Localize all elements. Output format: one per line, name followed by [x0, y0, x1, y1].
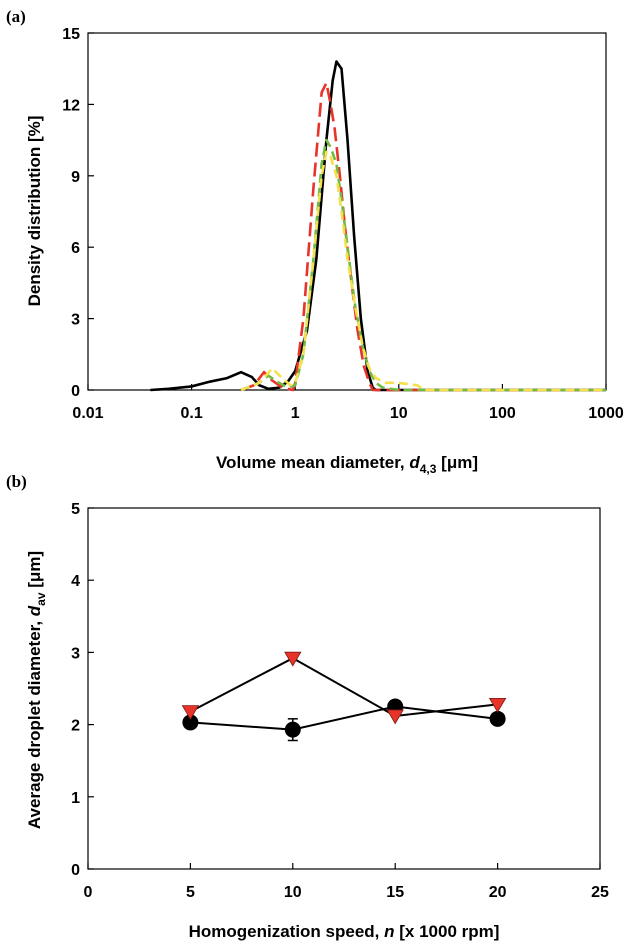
panel-a-series-lines — [150, 60, 606, 392]
y-tick-label: 4 — [71, 573, 80, 590]
panel-b-y-ticks: 0 1 2 3 4 5 — [71, 501, 94, 879]
series-line-1 — [150, 60, 606, 392]
panel-a-y-axis-title: Density distribution [%] — [25, 116, 44, 307]
series-line-2 — [240, 81, 606, 392]
series-line-3 — [240, 138, 606, 392]
panel-a-label: (a) — [6, 7, 26, 26]
panel-a-x-axis-title: Volume mean diameter, d4,3 [μm] — [216, 453, 478, 476]
y-tick-label: 9 — [71, 169, 80, 186]
y-tick-label: 6 — [71, 240, 80, 257]
series-connector-line-1 — [190, 705, 498, 731]
panel-b-series-markers — [181, 651, 507, 742]
data-point-circle — [489, 710, 506, 727]
data-point-triangle — [386, 709, 404, 725]
data-point-triangle — [181, 705, 200, 720]
y-tick-label: 12 — [62, 97, 80, 114]
y-tick-label: 5 — [71, 501, 80, 518]
y-tick-label: 0 — [71, 383, 80, 400]
y-tick-label: 3 — [71, 312, 80, 329]
panel-b-label: (b) — [6, 472, 27, 491]
x-tick-label: 0.1 — [180, 405, 202, 422]
y-tick-label: 2 — [71, 718, 80, 735]
x-tick-label: 0 — [84, 884, 93, 901]
data-point-triangle — [284, 651, 302, 667]
panel-a-x-ticks: 0.01 0.1 1 10 100 1000 — [72, 384, 624, 422]
x-tick-label: 1000 — [588, 405, 624, 422]
panel-b-plot-frame — [87, 507, 601, 870]
data-point-circle — [182, 714, 199, 731]
series-connector-line-2 — [189, 657, 498, 717]
x-tick-label: 20 — [489, 884, 507, 901]
panel-b-x-ticks: 0 5 10 15 20 25 — [84, 863, 609, 901]
panel-a-y-ticks: 0 3 6 9 12 15 — [62, 26, 94, 400]
panel-a-plot-frame — [87, 32, 607, 391]
y-tick-label: 0 — [71, 862, 80, 879]
panel-b-x-axis-title: Homogenization speed, n [x 1000 rpm] — [189, 922, 500, 941]
panel-b-y-axis-title: Average droplet diameter, dav [μm] — [25, 551, 48, 829]
x-tick-label: 15 — [386, 884, 404, 901]
y-tick-label: 15 — [62, 26, 80, 43]
x-tick-label: 25 — [591, 884, 609, 901]
x-tick-label: 100 — [489, 405, 516, 422]
series-line-4 — [240, 150, 606, 392]
panel-a-density-distribution-chart: (a) 0 3 6 9 12 15 0.01 0.1 1 10 100 1000 Density d… — [6, 7, 624, 476]
data-point-triangle — [488, 697, 507, 713]
x-tick-label: 5 — [186, 884, 195, 901]
x-tick-label: 0.01 — [72, 405, 103, 422]
x-tick-label: 1 — [291, 405, 300, 422]
y-tick-label: 3 — [71, 645, 80, 662]
data-point-circle — [284, 721, 301, 738]
panel-b-droplet-diameter-chart: (b) 0 1 2 3 4 5 0 5 10 15 20 25 Average droplet di… — [6, 472, 609, 941]
x-tick-label: 10 — [390, 405, 408, 422]
y-tick-label: 1 — [71, 790, 80, 807]
x-tick-label: 10 — [284, 884, 302, 901]
